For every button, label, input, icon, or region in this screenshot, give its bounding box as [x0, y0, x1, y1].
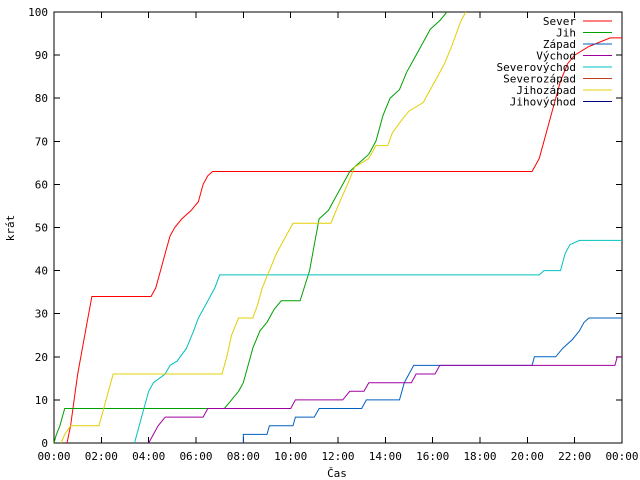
x-tick-label: 00:00: [37, 450, 70, 463]
legend-label-7: Jihozápad: [516, 84, 576, 97]
y-tick-label: 40: [35, 265, 48, 278]
y-tick-label: 70: [35, 135, 48, 148]
series-line-7: [60, 11, 467, 444]
x-tick-label: 20:00: [511, 450, 544, 463]
legend-label-5: Severovýchod: [497, 61, 576, 74]
y-tick-label: 30: [35, 308, 48, 321]
y-tick-label: 20: [35, 351, 48, 364]
legend-label-6: Severozápad: [503, 73, 576, 86]
y-tick-label: 60: [35, 178, 48, 191]
y-tick-label: 50: [35, 222, 48, 235]
series-line-1: [66, 37, 622, 444]
legend-label-1: Sever: [543, 15, 576, 28]
x-tick-label: 06:00: [179, 450, 212, 463]
x-tick-label: 16:00: [416, 450, 449, 463]
x-tick-label: 12:00: [321, 450, 354, 463]
y-tick-label: 10: [35, 394, 48, 407]
legend-label-4: Východ: [536, 50, 576, 63]
series-line-3: [242, 317, 622, 443]
x-tick-label: 22:00: [558, 450, 591, 463]
ticks-layer: 0 10 20 30 40 50 60 70 80 90 100 00:00 02:00 04:00 06:…: [28, 6, 638, 463]
x-tick-label: 02:00: [85, 450, 118, 463]
series-line-5: [134, 239, 622, 444]
legend-label-3: Západ: [543, 38, 576, 51]
x-tick-label: 14:00: [369, 450, 402, 463]
y-axis-title: krát: [4, 215, 17, 242]
series-layer: [53, 11, 622, 444]
x-tick-label: 08:00: [227, 450, 260, 463]
x-axis-title: Čas: [327, 467, 347, 480]
y-tick-label: 90: [35, 49, 48, 62]
y-tick-label: 80: [35, 92, 48, 105]
x-tick-label: 00:00: [605, 450, 638, 463]
legend-label-2: Jih: [556, 27, 576, 40]
legend-label-8: Jihovýchod: [510, 96, 576, 109]
series-line-2: [53, 11, 448, 444]
x-tick-label: 10:00: [274, 450, 307, 463]
y-tick-label: 100: [28, 6, 48, 19]
series-line-4: [148, 356, 622, 444]
x-tick-label: 04:00: [132, 450, 165, 463]
y-tick-label: 0: [41, 437, 48, 450]
legend: SeverJihZápadVýchodSeverovýchodSeverozáp…: [497, 15, 612, 109]
x-tick-label: 18:00: [463, 450, 496, 463]
